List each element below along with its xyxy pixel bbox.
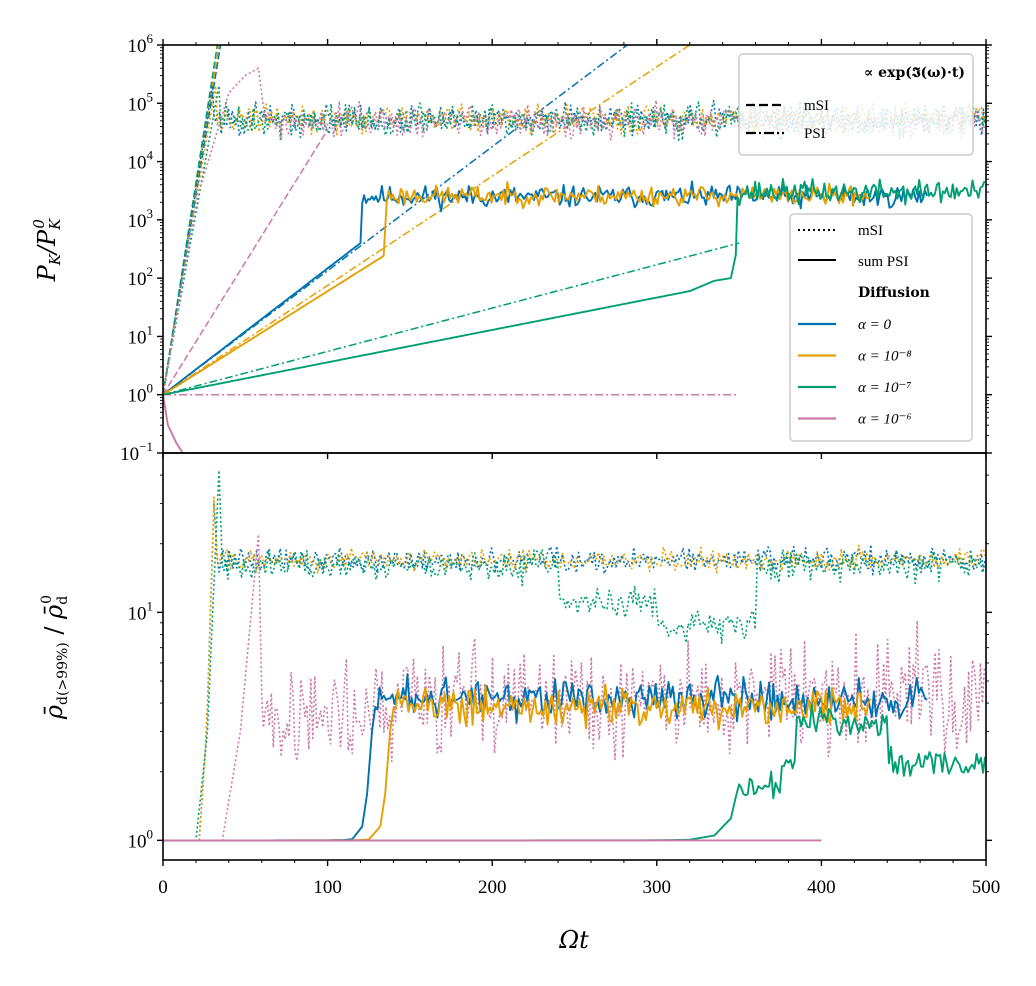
legend-sumPSI-label: sum PSI [858,254,908,270]
bottom-x-tick-label: 500 [972,877,1001,898]
top-y-tick-label: 10−1 [120,439,153,465]
legend-alpha-label: α = 0 [858,317,891,333]
top-y-tick-label: 104 [128,148,154,174]
legend-main-frame [789,213,973,442]
legend-alpha-label: α = 10⁻⁷ [858,380,912,396]
legend-mSI-label: mSI [858,223,883,239]
bottom-axes-frame [162,452,987,861]
top-y-tick-label: 103 [128,206,154,232]
bottom-y-tick-labels: 100 101 [128,598,154,852]
top-fit-dashdot-alpha1e-7 [163,242,740,396]
top-y-tick-label: 102 [128,264,154,290]
bottom-x-tick-labels: 0 100 200 300 400 500 [158,877,1000,898]
top-y-tick-label: 101 [128,322,154,348]
legend-alpha-label: α = 10⁻⁸ [858,349,912,365]
legend-fit-PSI-label: PSI [804,126,826,142]
bottom-x-tick-label: 0 [158,877,168,898]
bottom-y-axis-label: ρ̄d(>99%) / ρ̄d0 [39,595,71,720]
legend-diffusion-title: Diffusion [858,285,930,301]
legend-main: mSI sum PSI Diffusion α = 0 α = 10⁻⁸ α = 1… [789,213,973,442]
top-fit-dashed-alpha1e-8 [163,45,220,395]
bottom-series-PSI-alpha1e-8 [163,683,872,842]
top-series-PSI-alpha1e-7 [163,177,986,396]
bottom-series-mSI-alpha1e-6 [163,533,986,842]
legend-growth-fit: ∝ exp(𝕴(ω)·t) mSI PSI [738,53,974,156]
bottom-series-mSI-alpha0 [163,502,986,842]
bottom-series-mSI-alpha1e-8 [163,496,986,842]
legend-fit-mSI-label: mSI [804,98,829,114]
bottom-panel-dust-density: 100 101 0 100 200 300 400 500 [128,452,1000,898]
bottom-x-tick-label: 100 [313,877,342,898]
top-y-axis-label: PK/PK0 [30,218,64,283]
top-y-tick-label: 105 [128,89,154,115]
bottom-series-group [163,469,986,842]
legend-alpha-rows: α = 0 α = 10⁻⁸ α = 10⁻⁷ α = 10⁻⁶ [798,317,912,428]
bottom-x-tick-label: 200 [478,877,507,898]
legend-alpha-label: α = 10⁻⁶ [858,412,912,428]
top-y-tick-label: 106 [128,31,154,57]
top-y-tick-labels: 10−1 100 101 102 103 104 105 106 [120,31,153,465]
bottom-series-mSI-alpha1e-7 [163,469,986,842]
top-fit-dashdot-alpha1e-8 [163,45,691,396]
bottom-x-tick-label: 300 [643,877,672,898]
bottom-series-PSI-alpha0 [163,673,928,842]
top-series-PSI-alpha1e-6 [163,394,184,453]
bottom-y-tick-label: 101 [128,598,154,624]
legend-fit-title: ∝ exp(𝕴(ω)·t) [864,65,965,81]
bottom-ticks [157,474,992,866]
top-fit-dashed-alpha1e-6 [163,129,329,396]
legend-fit-frame [738,53,974,156]
x-axis-label: Ωt [558,926,589,954]
bottom-y-tick-label: 100 [128,826,154,852]
top-fit-dashed-alpha0 [163,45,222,395]
top-series-PSI-alpha1e-8 [163,181,872,396]
top-y-tick-label: 100 [128,381,154,407]
bottom-x-tick-label: 400 [807,877,836,898]
